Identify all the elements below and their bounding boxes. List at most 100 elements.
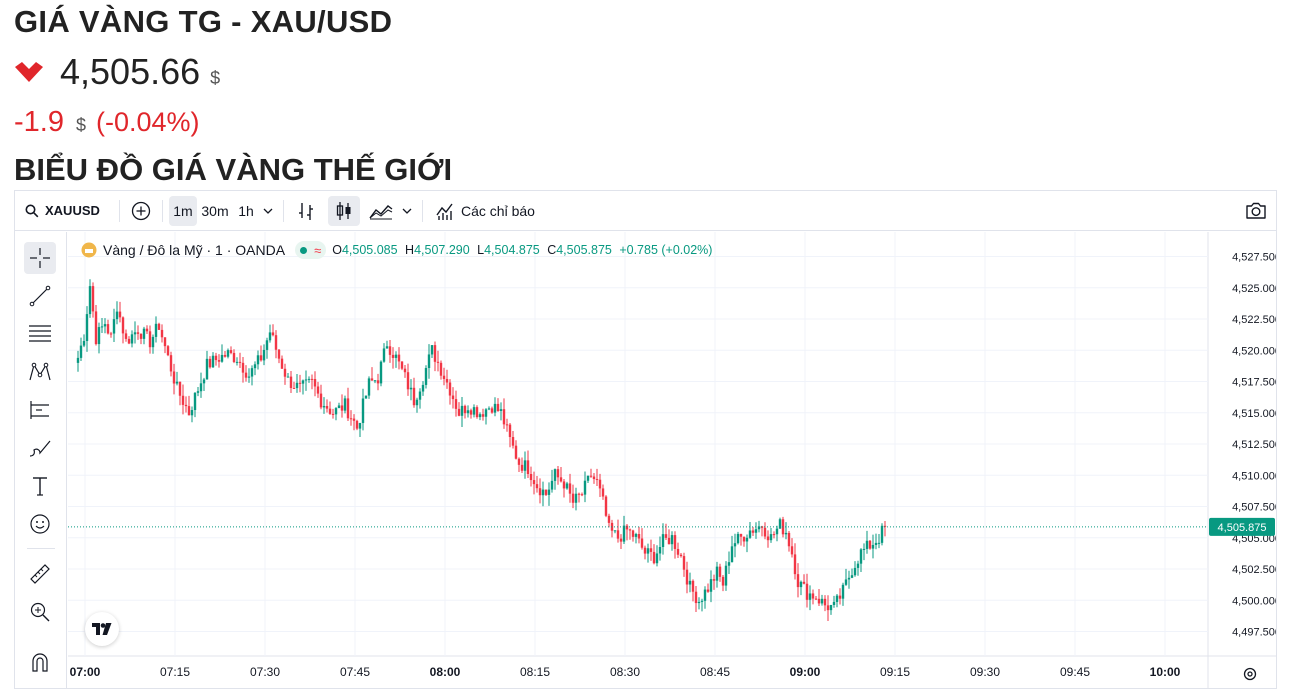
candle-body — [745, 537, 749, 542]
candle-body — [508, 424, 512, 437]
chart-type-dropdown[interactable] — [398, 196, 416, 226]
candle-body — [802, 581, 806, 584]
crosshair-tool[interactable] — [24, 242, 56, 274]
candle-body — [613, 530, 617, 532]
candle-body — [640, 538, 644, 548]
candle-body — [310, 378, 314, 380]
pattern-tool[interactable] — [24, 356, 56, 388]
candle-body — [625, 525, 629, 530]
candle-body — [529, 474, 533, 481]
interval-dropdown[interactable] — [259, 196, 277, 226]
candle-body — [190, 410, 194, 416]
forecast-tool[interactable] — [24, 394, 56, 426]
candle-body — [211, 355, 215, 368]
candle-body — [868, 540, 872, 549]
candle-body — [202, 379, 206, 384]
candles-chart-type-button[interactable] — [328, 195, 360, 226]
tradingview-logo[interactable] — [85, 612, 119, 646]
candle-body — [391, 354, 395, 358]
candle-body — [550, 480, 554, 490]
low-value: 4,504.875 — [484, 243, 540, 257]
magnet-tool[interactable] — [24, 646, 56, 678]
candle-body — [673, 535, 677, 549]
text-tool[interactable] — [24, 470, 56, 502]
candle-body — [754, 529, 758, 533]
high-label: H — [405, 243, 415, 257]
text-icon — [33, 477, 47, 496]
candle-body — [667, 537, 671, 545]
candle-body — [460, 405, 464, 416]
indicators-button[interactable]: Các chỉ báo — [429, 196, 541, 226]
brush-tool[interactable] — [24, 432, 56, 464]
candle-body — [172, 371, 176, 384]
candle-body — [346, 398, 350, 419]
interval-1m[interactable]: 1m — [169, 195, 197, 226]
close-label: C — [547, 243, 557, 257]
candle-body — [742, 536, 746, 542]
x-axis-tick-label: 10:00 — [1150, 665, 1181, 679]
candle-body — [370, 378, 374, 381]
zoom-in-tool[interactable] — [24, 596, 56, 628]
interval-30m[interactable]: 30m — [201, 202, 229, 219]
section-title: BIỂU ĐỒ GIÁ VÀNG THẾ GIỚI — [14, 152, 453, 187]
compare-button[interactable] — [126, 196, 156, 226]
low-label: L — [477, 243, 485, 257]
candle-body — [139, 333, 143, 339]
candle-body — [244, 372, 248, 378]
candle-body — [421, 384, 425, 392]
candle-body — [337, 405, 341, 409]
settings-gear-icon[interactable] — [1242, 666, 1258, 682]
candlestick-chart[interactable]: 4,527.500 4,525.000 4,522.500 4,520.000 4,51… — [68, 232, 1276, 688]
y-axis-tick-label: 4,500.000 — [1232, 595, 1276, 607]
candle-body — [481, 414, 485, 417]
candle-body — [367, 378, 371, 396]
candle-body — [526, 460, 530, 475]
x-axis-tick-label: 07:00 — [70, 665, 101, 679]
drawing-toolbar — [15, 232, 67, 688]
candle-body — [850, 575, 854, 578]
market-status[interactable]: ≈ — [295, 241, 327, 259]
candle-body — [856, 563, 860, 568]
candle-body — [322, 406, 326, 408]
candle-body — [700, 600, 704, 602]
candle-body — [772, 534, 776, 536]
candle-body — [313, 379, 317, 387]
candle-body — [133, 332, 137, 335]
symbol-search[interactable]: XAUUSD — [15, 196, 119, 226]
chart-toolbar: XAUUSD 1m 30m 1h Các chỉ báo — [15, 191, 1276, 231]
candle-body — [238, 361, 242, 363]
candle-body — [871, 544, 875, 549]
interval-1h[interactable]: 1h — [238, 202, 254, 219]
candle-body — [847, 577, 851, 580]
candle-body — [262, 349, 266, 361]
candle-body — [154, 323, 158, 337]
candle-body — [187, 406, 191, 416]
chevron-down-icon — [263, 208, 273, 214]
candle-body — [88, 286, 92, 315]
candle-body — [76, 357, 80, 363]
x-axis-tick-label: 09:45 — [1060, 665, 1090, 679]
candle-body — [799, 581, 803, 588]
candle-body — [217, 360, 221, 362]
candle-body — [664, 534, 668, 538]
candle-body — [808, 593, 812, 600]
candle-body — [451, 395, 455, 400]
candle-body — [775, 528, 779, 535]
candle-body — [688, 580, 692, 585]
magnet-icon — [32, 653, 48, 672]
emoji-tool[interactable] — [24, 508, 56, 540]
measure-tool[interactable] — [24, 558, 56, 590]
trend-line-tool[interactable] — [24, 280, 56, 312]
x-axis-tick-label: 09:15 — [880, 665, 910, 679]
candle-body — [208, 358, 212, 368]
candle-body — [304, 379, 308, 381]
toolbar-divider — [422, 199, 423, 222]
area-chart-type-button[interactable] — [364, 196, 398, 226]
candle-body — [763, 527, 767, 537]
candle-body — [184, 404, 188, 407]
camera-icon[interactable] — [1244, 199, 1268, 223]
candle-body — [829, 604, 833, 611]
candle-body — [427, 354, 431, 369]
fib-retracement-tool[interactable] — [24, 318, 56, 350]
bar-chart-type-button[interactable] — [290, 196, 322, 226]
